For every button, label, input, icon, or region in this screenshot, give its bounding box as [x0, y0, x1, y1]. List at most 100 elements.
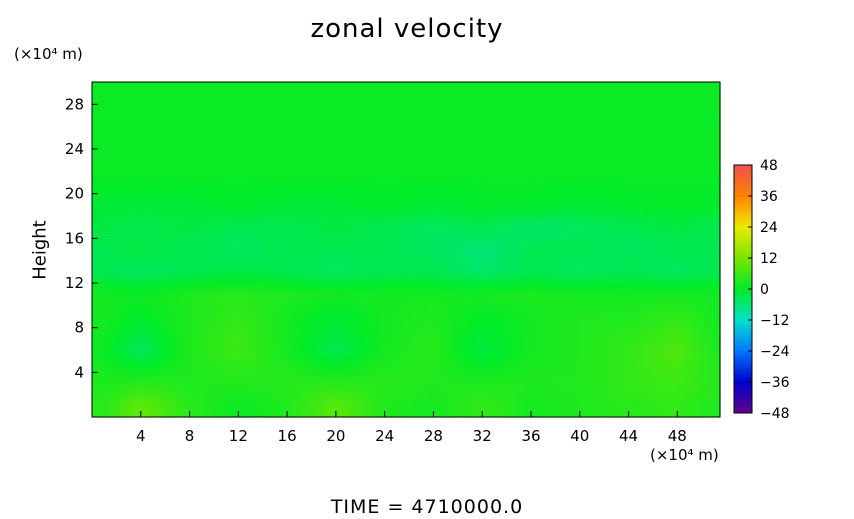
heatmap-cell — [531, 405, 540, 413]
heatmap-cell — [426, 221, 435, 228]
heatmap-cell — [608, 333, 616, 340]
heatmap-cell — [517, 350, 526, 357]
heatmap-cell — [301, 243, 309, 251]
heatmap-cell — [301, 221, 309, 228]
heatmap-cell — [412, 204, 421, 212]
heatmap-cell — [238, 154, 247, 161]
heatmap-cell — [154, 389, 163, 396]
heatmap-cell — [105, 333, 114, 340]
heatmap-cell — [217, 238, 226, 245]
heatmap-cell — [573, 305, 582, 312]
heatmap-cell — [238, 232, 247, 239]
heatmap-cell — [433, 126, 442, 133]
heatmap-cell — [643, 283, 651, 290]
heatmap-cell — [154, 316, 163, 323]
heatmap-cell — [685, 344, 693, 351]
heatmap-cell — [559, 227, 568, 234]
heatmap-cell — [706, 126, 714, 133]
heatmap-cell — [629, 338, 637, 346]
heatmap-cell — [406, 137, 414, 145]
heatmap-cell — [203, 227, 212, 234]
heatmap-cell — [350, 199, 358, 206]
heatmap-cell — [273, 243, 281, 251]
heatmap-cell — [566, 165, 575, 172]
heatmap-cell — [461, 137, 470, 145]
heatmap-cell — [231, 115, 240, 122]
heatmap-cell — [252, 294, 261, 301]
heatmap-cell — [336, 193, 344, 200]
heatmap-cell — [629, 294, 637, 301]
heatmap-cell — [308, 260, 316, 267]
heatmap-cell — [433, 271, 442, 279]
heatmap-cell — [105, 283, 114, 290]
heatmap-cell — [615, 154, 623, 161]
heatmap-cell — [489, 299, 498, 306]
heatmap-cell — [426, 338, 435, 346]
heatmap-cell — [357, 350, 365, 357]
heatmap-cell — [419, 199, 428, 206]
heatmap-cell — [294, 400, 302, 407]
heatmap-cell — [294, 322, 302, 329]
heatmap-cell — [643, 372, 651, 379]
heatmap-cell — [713, 372, 721, 379]
heatmap-cell — [538, 305, 547, 312]
heatmap-cell — [322, 350, 330, 357]
heatmap-cell — [664, 277, 672, 284]
heatmap-cell — [392, 109, 400, 117]
heatmap-cell — [224, 115, 233, 122]
heatmap-cell — [92, 104, 100, 111]
heatmap-cell — [175, 372, 184, 379]
heatmap-cell — [559, 221, 568, 228]
heatmap-cell — [503, 126, 512, 133]
heatmap-cell — [489, 109, 498, 117]
heatmap-cell — [210, 327, 219, 334]
heatmap-cell — [308, 137, 316, 145]
heatmap-cell — [447, 372, 456, 379]
heatmap-cell — [433, 327, 442, 334]
heatmap-cell — [440, 193, 449, 200]
heatmap-cell — [454, 316, 463, 323]
heatmap-cell — [189, 210, 198, 217]
heatmap-cell — [406, 400, 414, 407]
heatmap-cell — [566, 277, 575, 284]
heatmap-cell — [399, 232, 407, 239]
heatmap-cell — [636, 210, 644, 217]
heatmap-cell — [210, 299, 219, 306]
heatmap-cell — [231, 350, 240, 357]
heatmap-cell — [559, 305, 568, 312]
heatmap-cell — [133, 199, 142, 206]
heatmap-cell — [664, 333, 672, 340]
heatmap-cell — [538, 115, 547, 122]
heatmap-cell — [357, 126, 365, 133]
heatmap-cell — [392, 260, 400, 267]
heatmap-cell — [245, 243, 254, 251]
heatmap-cell — [203, 411, 212, 418]
heatmap-cell — [301, 355, 309, 362]
heatmap-cell — [671, 232, 679, 239]
heatmap-cell — [482, 377, 491, 385]
heatmap-cell — [189, 361, 198, 368]
heatmap-cell — [454, 204, 463, 212]
heatmap-cell — [273, 221, 281, 228]
heatmap-cell — [308, 160, 316, 167]
heatmap-cell — [357, 327, 365, 334]
heatmap-cell — [587, 210, 595, 217]
heatmap-cell — [587, 344, 595, 351]
heatmap-cell — [175, 361, 184, 368]
heatmap-cell — [238, 299, 247, 306]
heatmap-cell — [461, 411, 470, 418]
heatmap-cell — [147, 310, 156, 318]
heatmap-cell — [329, 355, 337, 362]
heatmap-cell — [531, 160, 540, 167]
heatmap-cell — [301, 260, 309, 267]
heatmap-cell — [545, 322, 554, 329]
heatmap-cell — [154, 188, 163, 195]
heatmap-cell — [440, 199, 449, 206]
heatmap-cell — [517, 322, 526, 329]
heatmap-cell — [594, 210, 602, 217]
heatmap-cell — [294, 277, 302, 284]
heatmap-cell — [566, 210, 575, 217]
heatmap-cell — [133, 294, 142, 301]
heatmap-cell — [496, 204, 505, 212]
heatmap-cell — [510, 322, 519, 329]
